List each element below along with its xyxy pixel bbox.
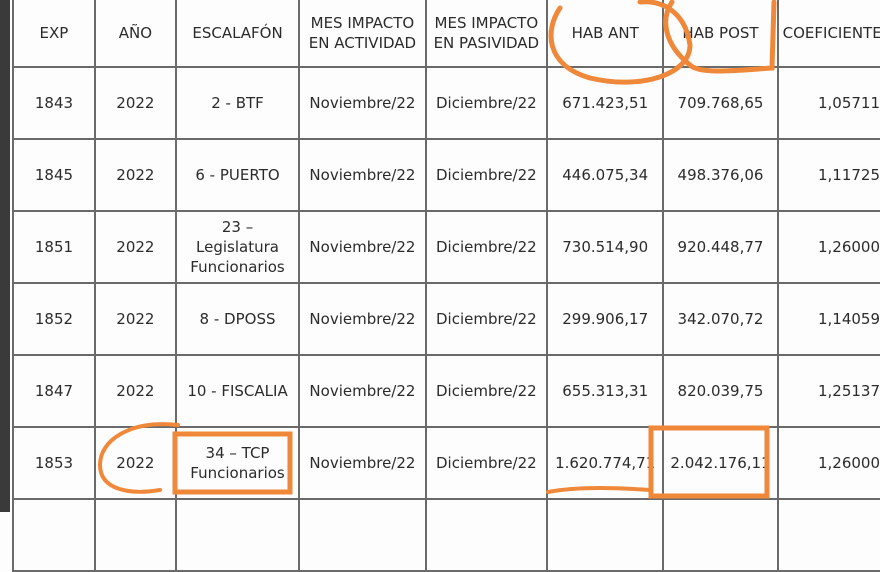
table-row: 1852 2022 8 - DPOSS Noviembre/22 Diciembre/2…	[12, 282, 880, 356]
header-hab-post: HAB POST	[662, 0, 779, 68]
table-row: 1853 2022 34 – TCP Funcionarios Noviembre/2…	[12, 426, 880, 500]
cell-pas: Diciembre/22	[424, 354, 549, 428]
header-hab-ant: HAB ANT	[546, 0, 665, 68]
cell-pas: Diciembre/22	[424, 138, 549, 212]
cell-hab-post: 2.042.176,11	[662, 426, 779, 500]
cell-empty	[424, 498, 549, 572]
cell-coef: 1,25137	[776, 354, 880, 428]
cell-escalafon: 23 – Legislatura Funcionarios	[174, 210, 301, 284]
cell-empty	[298, 498, 427, 572]
table-row: 1843 2022 2 - BTF Noviembre/22 Diciembre/22 6…	[12, 66, 880, 140]
cell-coef: 1,11725	[776, 138, 880, 212]
header-mes-actividad: MES IMPACTO EN ACTIVIDAD	[298, 0, 427, 68]
header-coeficiente: COEFICIENTE	[776, 0, 880, 68]
cell-exp: 1845	[12, 138, 96, 212]
cell-hab-ant: 730.514,90	[546, 210, 665, 284]
table-row: 1847 2022 10 - FISCALIA Noviembre/22 Diciemb…	[12, 354, 880, 428]
cell-empty	[662, 498, 779, 572]
cell-act: Noviembre/22	[298, 282, 427, 356]
cell-hab-post: 342.070,72	[662, 282, 779, 356]
cell-hab-ant: 446.075,34	[546, 138, 665, 212]
cell-hab-post: 498.376,06	[662, 138, 779, 212]
cell-act: Noviembre/22	[298, 66, 427, 140]
cell-hab-post: 920.448,77	[662, 210, 779, 284]
cell-act: Noviembre/22	[298, 138, 427, 212]
cell-pas: Diciembre/22	[424, 282, 549, 356]
cell-hab-ant: 655.313,31	[546, 354, 665, 428]
salary-table: EXP AÑO ESCALAFÓN MES IMPACTO EN ACTIVID…	[12, 0, 880, 572]
cell-exp: 1853	[12, 426, 96, 500]
table-row: 1845 2022 6 - PUERTO Noviembre/22 Diciembre/…	[12, 138, 880, 212]
cell-escalafon: 6 - PUERTO	[174, 138, 301, 212]
cell-act: Noviembre/22	[298, 426, 427, 500]
cell-empty	[776, 498, 880, 572]
cell-anio: 2022	[93, 210, 177, 284]
cell-escalafon: 8 - DPOSS	[174, 282, 301, 356]
table-row: 1851 2022 23 – Legislatura Funcionarios Nov…	[12, 210, 880, 284]
table-row-partial	[12, 498, 880, 572]
cell-pas: Diciembre/22	[424, 210, 549, 284]
header-row: EXP AÑO ESCALAFÓN MES IMPACTO EN ACTIVID…	[12, 0, 880, 68]
cell-hab-ant: 299.906,17	[546, 282, 665, 356]
cell-empty	[546, 498, 665, 572]
cell-anio: 2022	[93, 282, 177, 356]
header-mes-pasividad: MES IMPACTO EN PASIVIDAD	[424, 0, 549, 68]
header-exp: EXP	[12, 0, 96, 68]
cell-escalafon: 34 – TCP Funcionarios	[174, 426, 301, 500]
photo-edge	[0, 0, 10, 512]
cell-pas: Diciembre/22	[424, 66, 549, 140]
cell-empty	[174, 498, 301, 572]
header-escalafon: ESCALAFÓN	[174, 0, 301, 68]
cell-coef: 1,26000	[776, 426, 880, 500]
cell-empty	[12, 498, 96, 572]
cell-coef: 1,05711	[776, 66, 880, 140]
cell-anio: 2022	[93, 426, 177, 500]
cell-coef: 1,14059	[776, 282, 880, 356]
cell-hab-ant: 671.423,51	[546, 66, 665, 140]
cell-act: Noviembre/22	[298, 210, 427, 284]
cell-coef: 1,26000	[776, 210, 880, 284]
cell-act: Noviembre/22	[298, 354, 427, 428]
header-anio: AÑO	[93, 0, 177, 68]
cell-exp: 1843	[12, 66, 96, 140]
cell-anio: 2022	[93, 354, 177, 428]
cell-escalafon: 10 - FISCALIA	[174, 354, 301, 428]
cell-hab-post: 709.768,65	[662, 66, 779, 140]
cell-anio: 2022	[93, 66, 177, 140]
cell-pas: Diciembre/22	[424, 426, 549, 500]
cell-exp: 1851	[12, 210, 96, 284]
cell-empty	[93, 498, 177, 572]
cell-escalafon: 2 - BTF	[174, 66, 301, 140]
cell-exp: 1852	[12, 282, 96, 356]
cell-hab-ant: 1.620.774,71	[546, 426, 665, 500]
cell-anio: 2022	[93, 138, 177, 212]
cell-hab-post: 820.039,75	[662, 354, 779, 428]
cell-exp: 1847	[12, 354, 96, 428]
